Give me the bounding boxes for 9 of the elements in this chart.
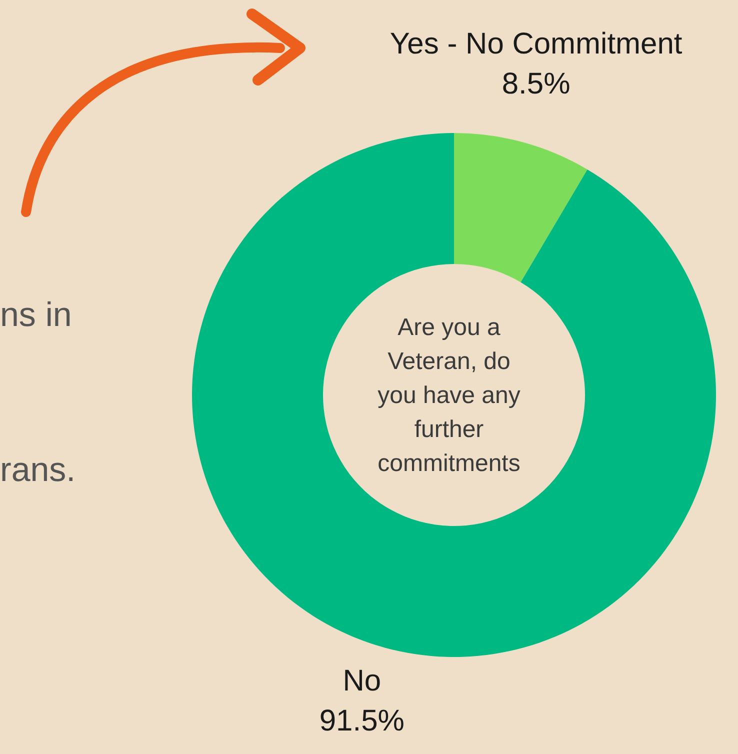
text: Are you a Veteran, do you have any further commitments (378, 314, 520, 477)
slice-label: Yes - No Commitment (390, 28, 683, 61)
slice-label: No (342, 664, 382, 698)
text: ns in (0, 296, 72, 334)
data-label: 91.5% (319, 704, 404, 738)
donut-slice (454, 133, 588, 282)
donut-slice (192, 133, 716, 657)
data-label: 8.5% (502, 68, 570, 101)
text: rans. (0, 451, 76, 489)
